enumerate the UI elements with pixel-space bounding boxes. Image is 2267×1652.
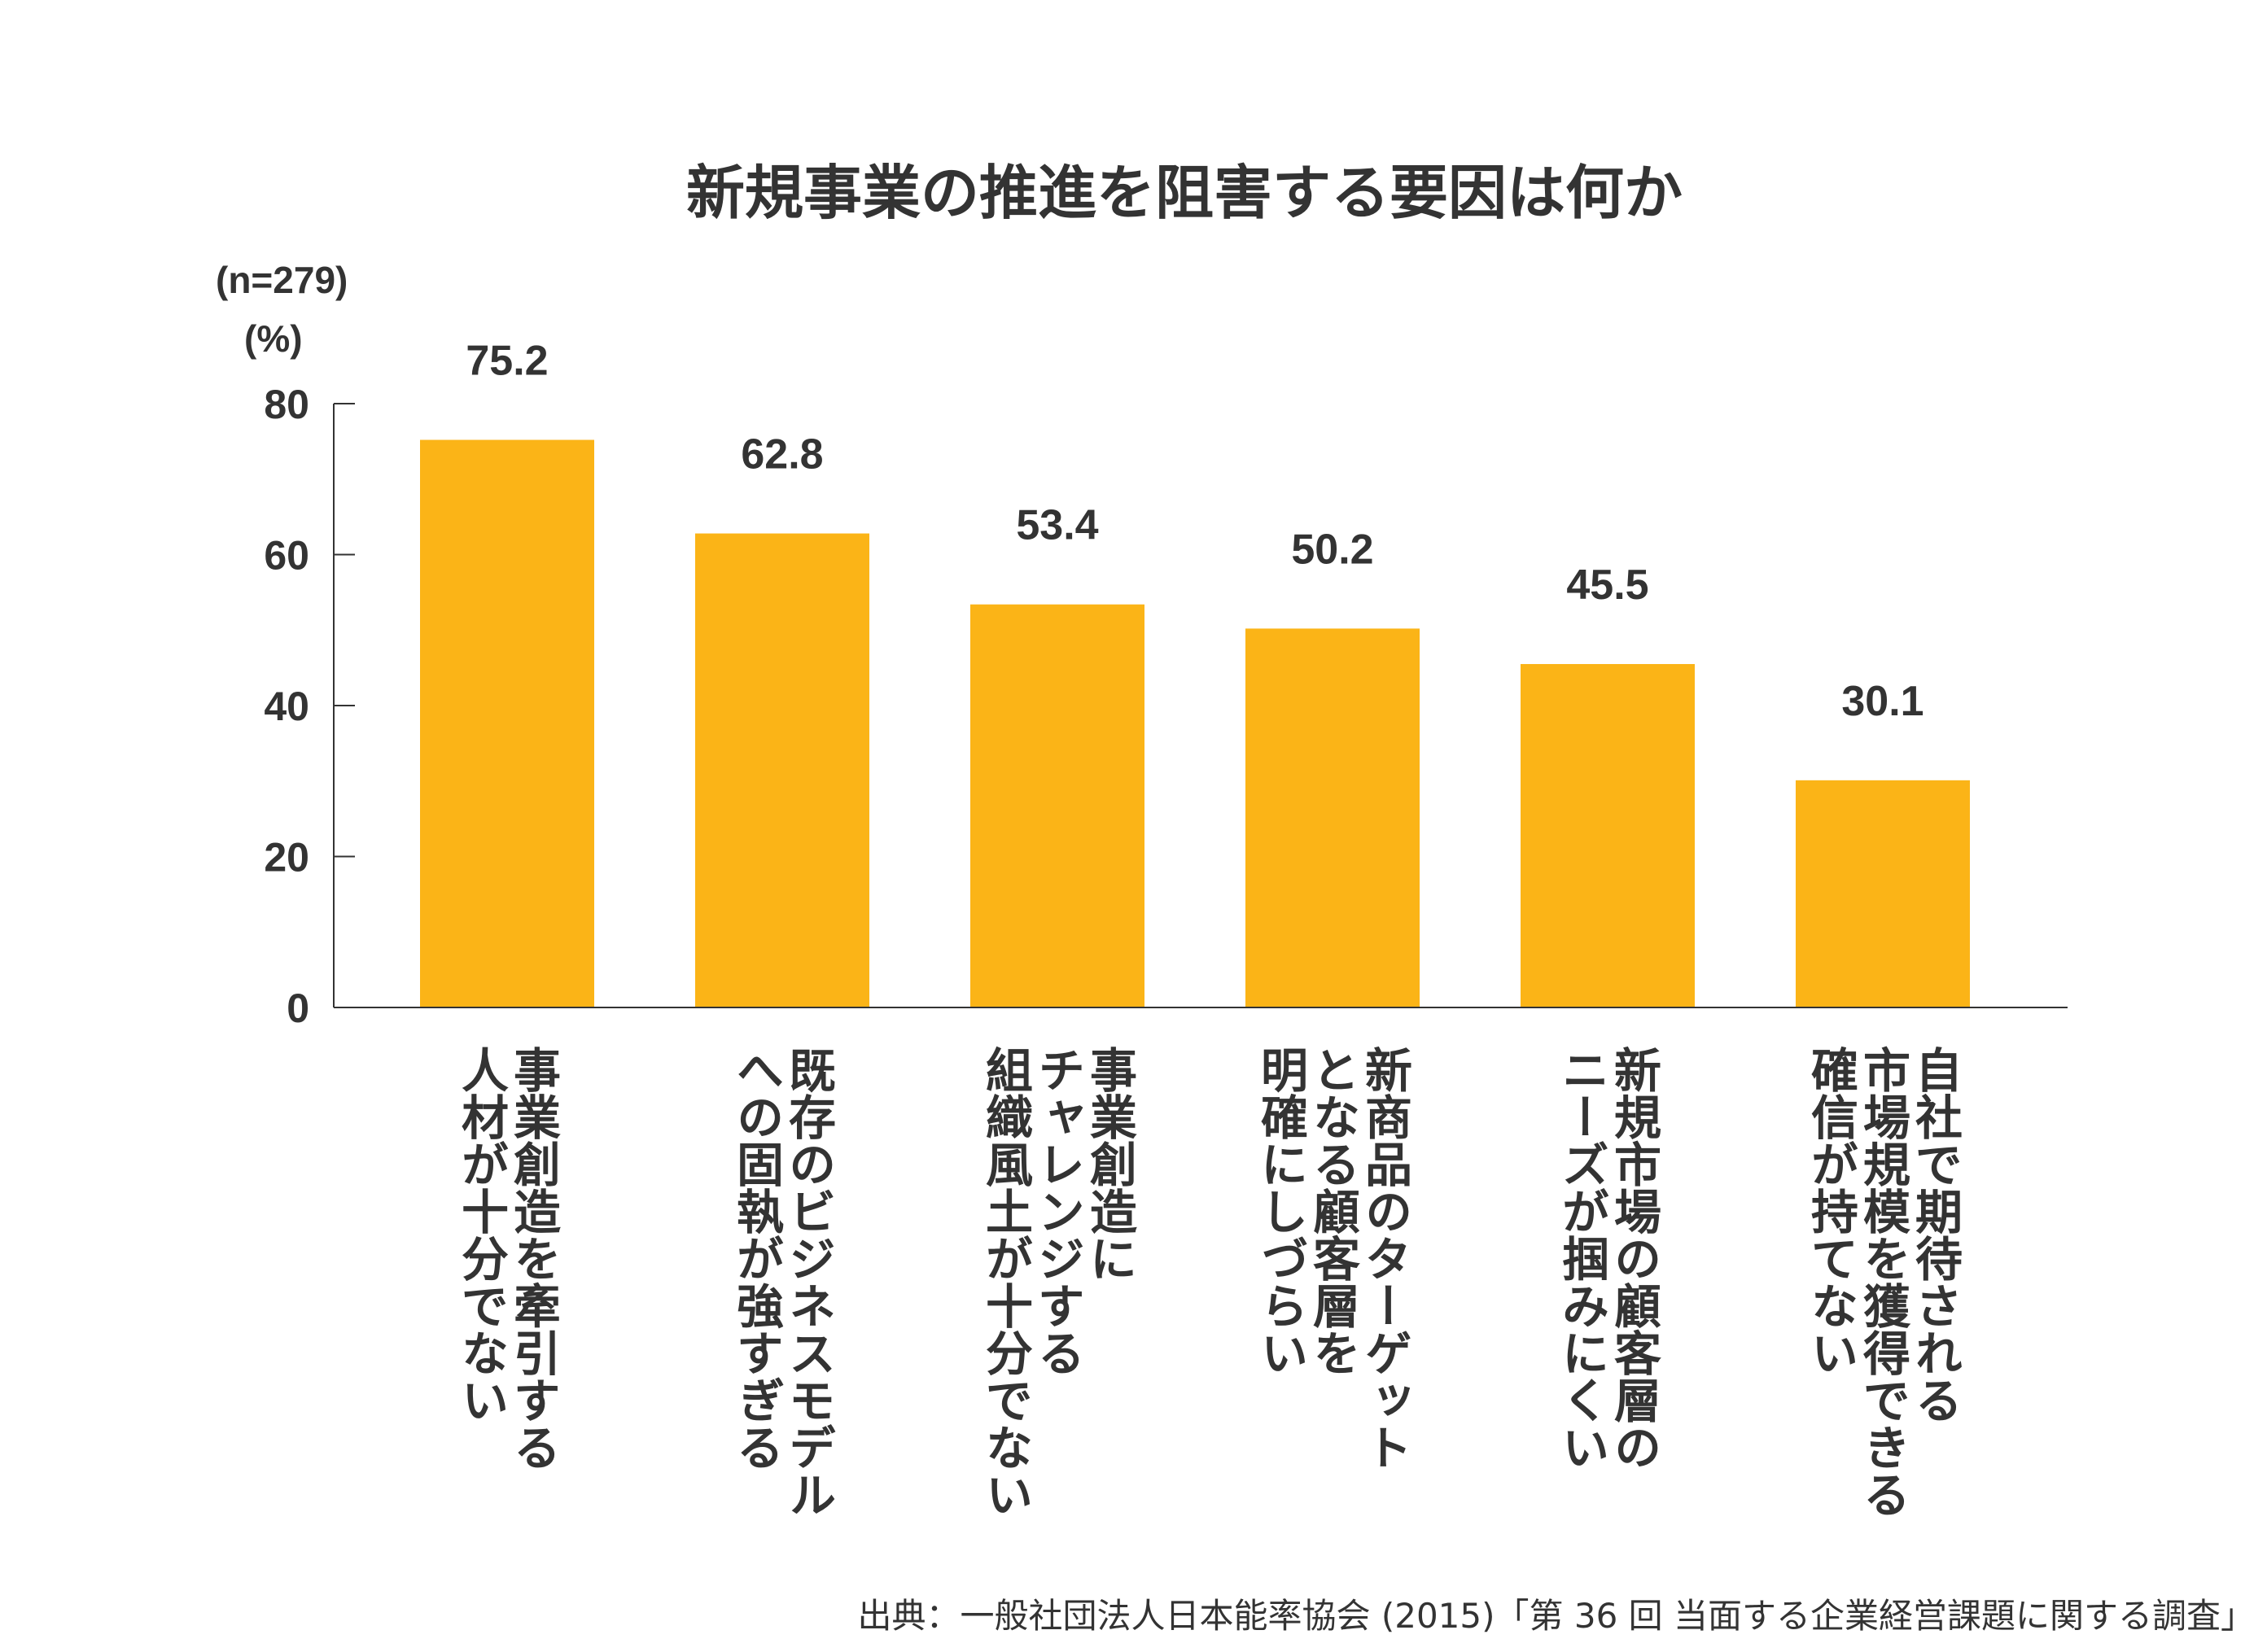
- y-tick-label: 60: [264, 533, 309, 579]
- sample-size-note: (n=279): [216, 259, 348, 301]
- category-label-line: への固執が強すぎる: [729, 1046, 784, 1471]
- source-note: 出典：一般社団法人日本能率協会 (2015)「第 36 回 当面する企業経営課題…: [857, 1596, 2255, 1636]
- bar: [1521, 663, 1695, 1007]
- category-label-line: ニーズが掴みにくい: [1554, 1046, 1609, 1471]
- bar-value-label: 75.2: [466, 338, 548, 385]
- y-tick-label: 40: [264, 684, 309, 729]
- category-label-line: 新商品のターゲット: [1357, 1046, 1412, 1471]
- bar-value-label: 50.2: [1291, 526, 1373, 573]
- category-label-line: 確信が持てない: [1803, 1046, 1858, 1376]
- bar: [1796, 780, 1970, 1007]
- bar-value-label: 45.5: [1566, 562, 1648, 609]
- bar-value-label: 53.4: [1016, 502, 1098, 549]
- bar: [695, 533, 869, 1007]
- category-label-line: 事業創造に: [1082, 1046, 1137, 1282]
- y-axis: 0 20 40 60 80: [264, 382, 355, 1031]
- y-tick-label: 0: [287, 986, 309, 1031]
- bar-value-label: 30.1: [1841, 678, 1923, 725]
- category-label-line: 人材が十分でない: [453, 1046, 509, 1423]
- bar: [970, 604, 1144, 1007]
- y-axis-unit-label: (%): [244, 317, 303, 360]
- bar: [1245, 628, 1420, 1007]
- bar-value-label: 62.8: [741, 431, 823, 479]
- category-label-line: 新規市場の顧客層の: [1606, 1046, 1661, 1471]
- y-tick-label: 20: [264, 835, 309, 881]
- chart-title: 新規事業の推進を阻害する要因は何か: [686, 159, 1683, 227]
- category-label-line: 市場規模を獲得できる: [1855, 1046, 1910, 1518]
- category-label-line: 自社で期待される: [1907, 1046, 1963, 1423]
- bar: [420, 439, 594, 1007]
- category-label-line: 事業創造を牽引する: [505, 1046, 561, 1471]
- category-label-line: 組織風土が十分でない: [978, 1046, 1033, 1518]
- category-label-line: 既存のビジネスモデル: [781, 1046, 836, 1518]
- category-label-line: となる顧客層を: [1305, 1046, 1360, 1376]
- bars-group: [420, 439, 1970, 1007]
- value-labels-group: 75.2 62.8 53.4 50.2 45.5 30.1: [466, 338, 1923, 725]
- category-label-line: 明確にしづらい: [1253, 1046, 1308, 1376]
- y-tick-label: 80: [264, 382, 309, 427]
- category-label-line: チャレンジする: [1030, 1046, 1085, 1376]
